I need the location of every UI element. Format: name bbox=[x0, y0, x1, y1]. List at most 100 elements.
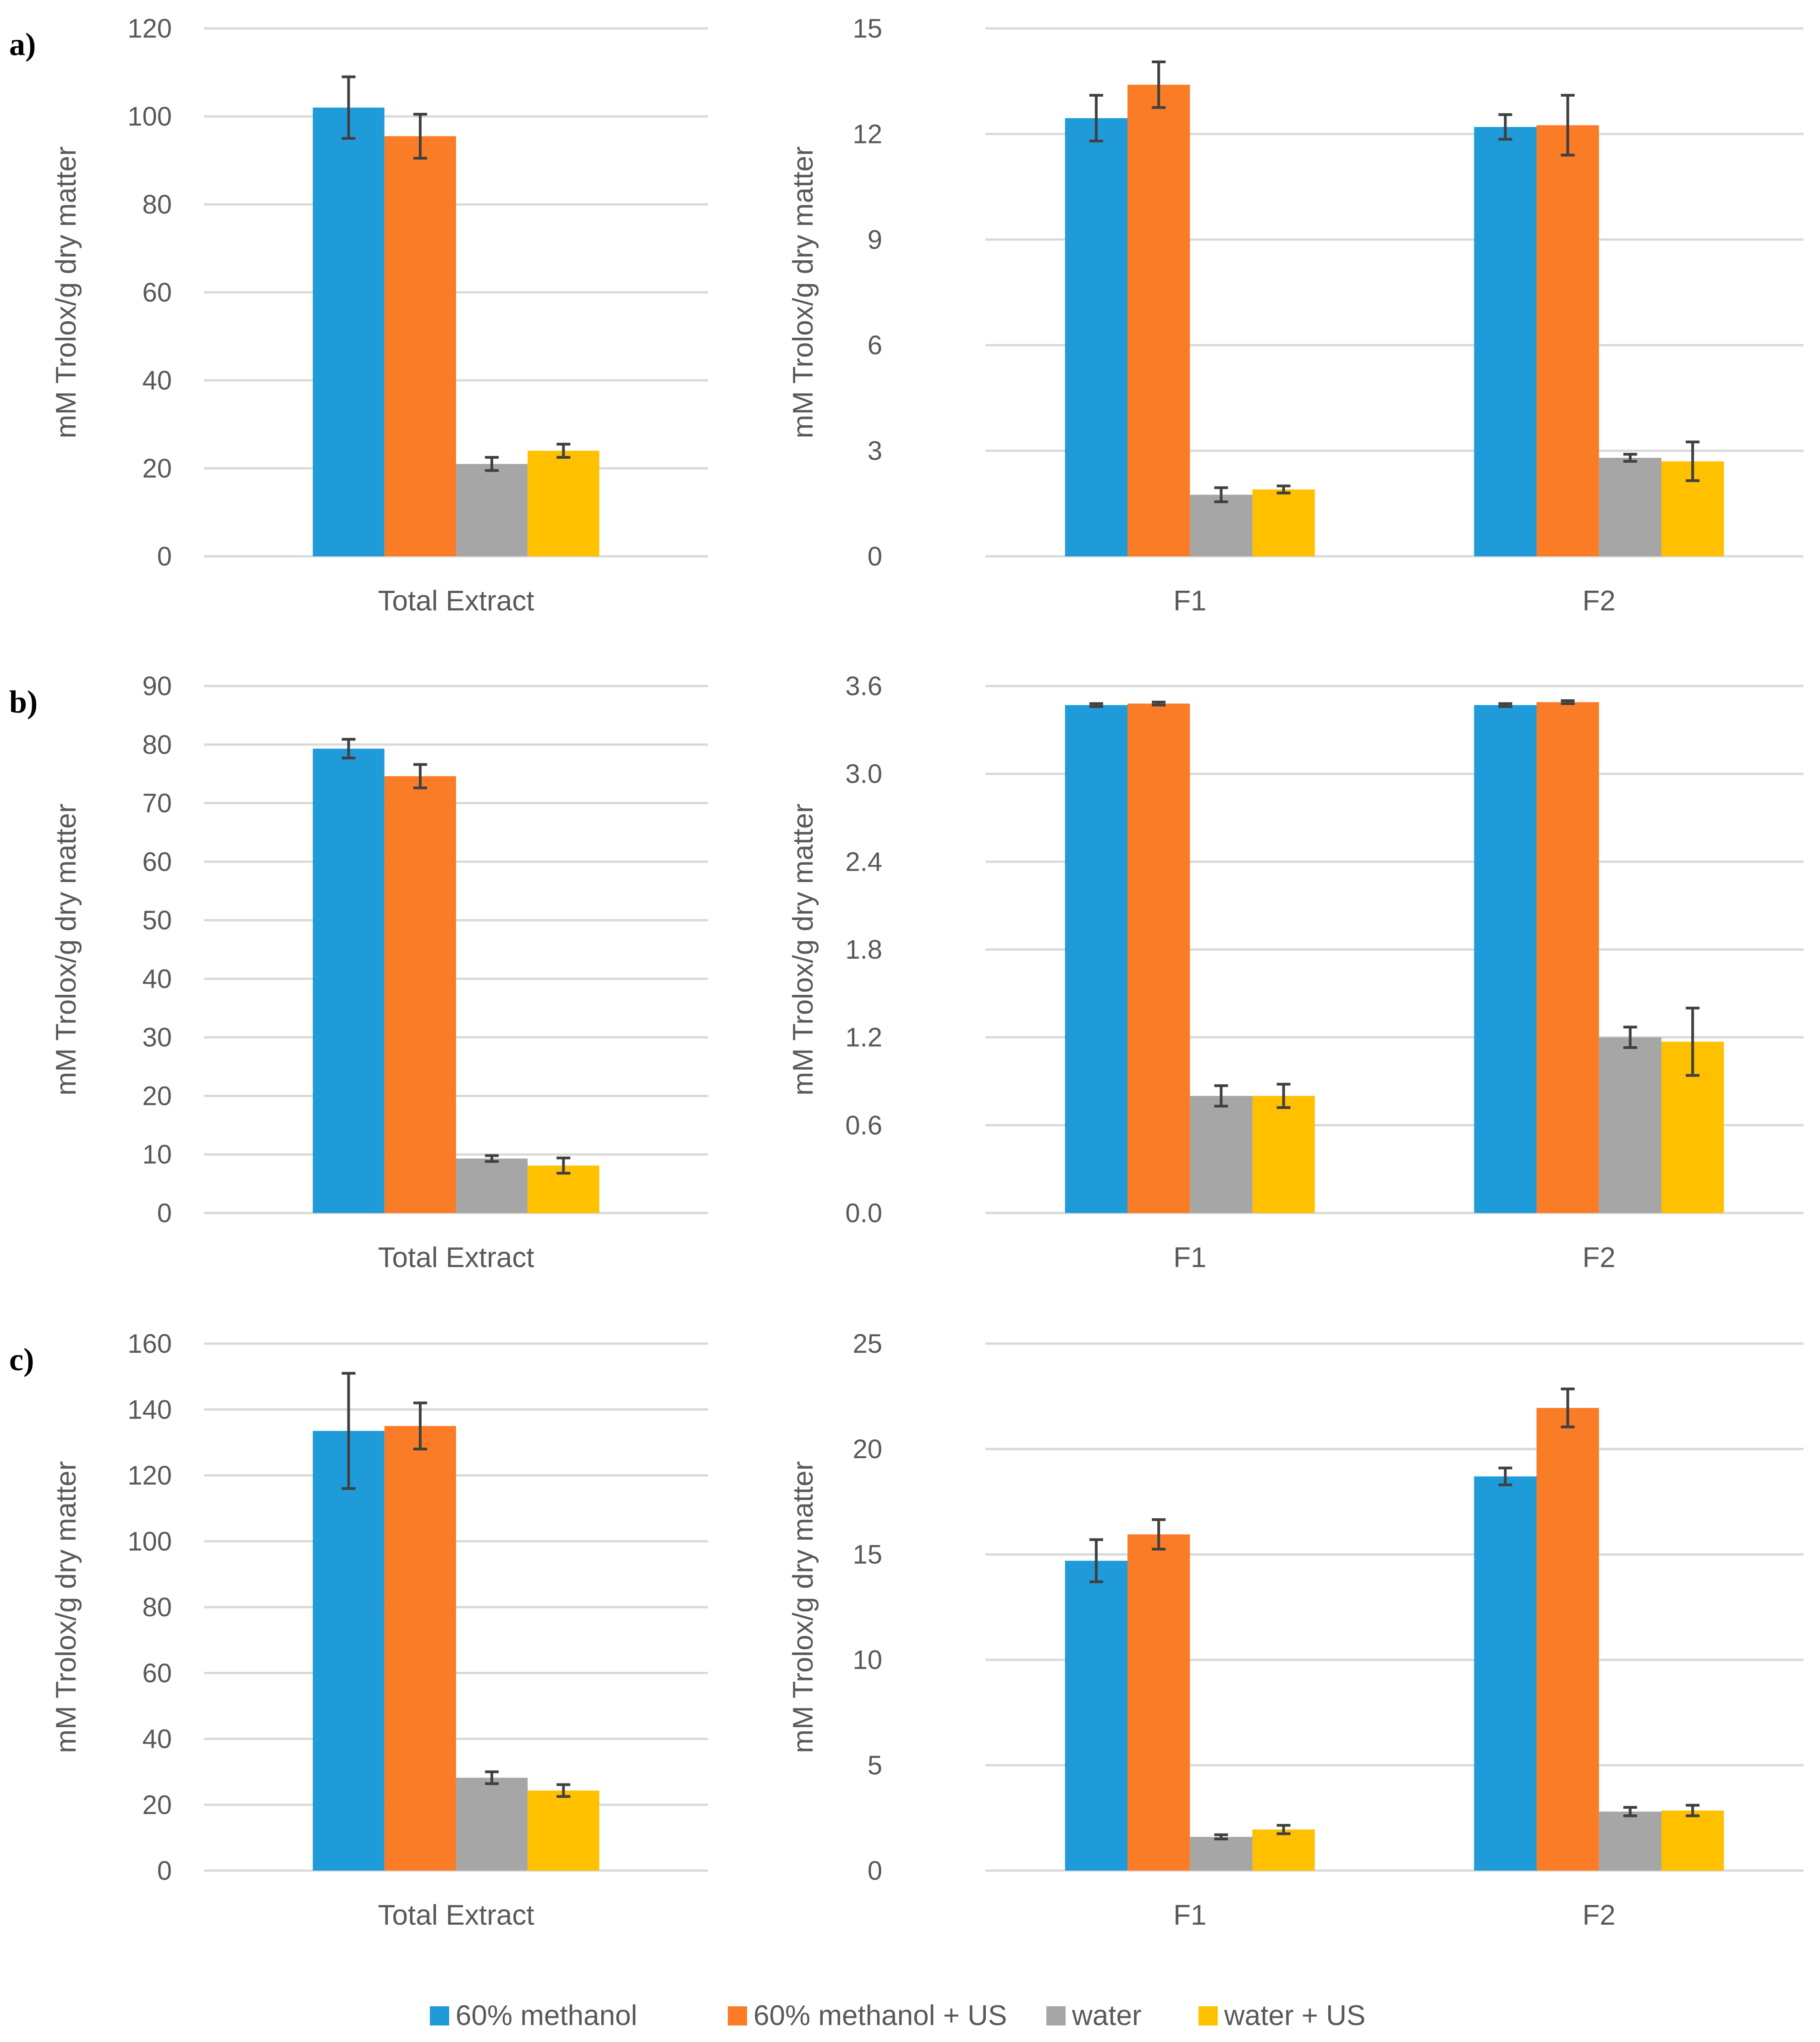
bar-f2-water bbox=[1599, 1037, 1661, 1213]
error-bar bbox=[1214, 1833, 1228, 1840]
bar-f1-water-us bbox=[1252, 1096, 1315, 1213]
y-tick-label: 60 bbox=[142, 847, 172, 877]
y-tick-label: 160 bbox=[127, 1329, 172, 1359]
panel-label: b) bbox=[9, 685, 38, 720]
legend-label: water + US bbox=[1224, 2000, 1365, 2031]
bar-total-extract-water bbox=[456, 1158, 528, 1213]
error-bar bbox=[1623, 453, 1637, 463]
category-label: F1 bbox=[1173, 1899, 1206, 1931]
y-tick-label: 1.2 bbox=[845, 1023, 882, 1053]
bar-f1-60-methanol-us bbox=[1127, 84, 1190, 556]
y-tick-label: 70 bbox=[142, 789, 172, 818]
error-bar bbox=[1089, 702, 1103, 708]
y-tick-label: 60 bbox=[142, 1658, 172, 1688]
bar-f2-60-methanol bbox=[1474, 705, 1537, 1213]
y-tick-label: 20 bbox=[852, 1434, 882, 1464]
y-tick-label: 12 bbox=[852, 119, 882, 149]
y-tick-label: 20 bbox=[142, 454, 172, 483]
legend-item: 60% methanol + US bbox=[728, 2000, 1007, 2031]
panel-label: c) bbox=[9, 1342, 34, 1378]
y-tick-label: 50 bbox=[142, 906, 172, 935]
error-bar bbox=[485, 1154, 499, 1163]
error-bar bbox=[485, 1770, 499, 1785]
error-bar bbox=[413, 763, 427, 790]
y-tick-label: 6 bbox=[868, 330, 882, 360]
bar-f2-60-methanol-us bbox=[1536, 125, 1599, 556]
y-tick-label: 40 bbox=[142, 964, 172, 994]
y-axis-label: mM Trolox/g dry matter bbox=[50, 146, 82, 438]
y-tick-label: 120 bbox=[127, 14, 172, 44]
bar-f1-water-us bbox=[1252, 489, 1315, 556]
y-axis-label: mM Trolox/g dry matter bbox=[787, 803, 819, 1095]
y-tick-label: 80 bbox=[142, 190, 172, 220]
bar-f1-water bbox=[1190, 1096, 1253, 1213]
bar-f1-water-us bbox=[1252, 1829, 1315, 1871]
bar-f2-water-us bbox=[1661, 1810, 1724, 1871]
bar-f2-60-methanol-us bbox=[1536, 1408, 1599, 1871]
error-bar bbox=[413, 113, 427, 160]
y-tick-label: 120 bbox=[127, 1461, 172, 1491]
chart-b-total: 0 10 20 30 40 50 60 70 80 90 mM Trolox/g dry matte… bbox=[9, 671, 708, 1274]
category-label: F1 bbox=[1173, 1242, 1206, 1274]
category-label: Total Extract bbox=[378, 1242, 534, 1274]
bar-f2-60-methanol bbox=[1474, 127, 1537, 556]
y-tick-label: 9 bbox=[868, 225, 882, 255]
bar-f2-60-methanol bbox=[1474, 1476, 1537, 1871]
error-bar bbox=[1686, 1804, 1700, 1817]
error-bar bbox=[556, 443, 571, 459]
category-label: F1 bbox=[1173, 585, 1206, 617]
y-tick-label: 5 bbox=[868, 1751, 882, 1780]
y-tick-label: 10 bbox=[142, 1140, 172, 1169]
error-bar bbox=[1498, 1466, 1512, 1487]
y-axis-label: mM Trolox/g dry matter bbox=[50, 803, 82, 1095]
bar-f2-water bbox=[1599, 457, 1661, 556]
panel-label: a) bbox=[9, 27, 36, 62]
y-tick-label: 100 bbox=[127, 1526, 172, 1556]
error-bar bbox=[1561, 1387, 1575, 1428]
error-bar bbox=[1561, 93, 1575, 157]
y-tick-label: 0.0 bbox=[845, 1198, 882, 1228]
y-tick-label: 90 bbox=[142, 671, 172, 701]
legend-label: 60% methanol + US bbox=[753, 2000, 1007, 2031]
y-tick-label: 0 bbox=[157, 1198, 172, 1228]
error-bar bbox=[1623, 1026, 1637, 1049]
category-label: F2 bbox=[1583, 1899, 1616, 1931]
error-bar bbox=[485, 456, 499, 472]
bar-total-extract-60-methanol-us bbox=[384, 776, 456, 1213]
bar-f1-60-methanol bbox=[1065, 1560, 1127, 1871]
y-tick-label: 3.6 bbox=[845, 671, 882, 701]
bar-total-extract-60-methanol bbox=[313, 107, 385, 557]
y-tick-label: 3 bbox=[868, 436, 882, 466]
bar-f2-60-methanol-us bbox=[1536, 702, 1599, 1213]
error-bar bbox=[413, 1401, 427, 1450]
y-tick-label: 20 bbox=[142, 1790, 172, 1820]
error-bar bbox=[1276, 1824, 1291, 1835]
legend-swatch bbox=[1199, 2006, 1218, 2026]
y-tick-label: 3.0 bbox=[845, 759, 882, 789]
error-bar bbox=[556, 1783, 571, 1798]
bar-f1-60-methanol bbox=[1065, 705, 1127, 1213]
y-tick-label: 0.6 bbox=[845, 1110, 882, 1140]
y-tick-label: 20 bbox=[142, 1081, 172, 1111]
error-bar bbox=[341, 75, 356, 140]
y-tick-label: 2.4 bbox=[845, 847, 882, 877]
y-tick-label: 10 bbox=[852, 1645, 882, 1675]
error-bar bbox=[1089, 93, 1103, 143]
chart-a-fractions: 0 3 6 9 12 15 mM Trolox/g dry matter F1 F2 bbox=[787, 14, 1804, 617]
error-bar bbox=[341, 1372, 356, 1490]
legend-swatch bbox=[728, 2006, 747, 2026]
category-label: Total Extract bbox=[378, 585, 534, 617]
category-label: F2 bbox=[1583, 585, 1616, 617]
bar-f1-water bbox=[1190, 494, 1253, 556]
legend-item: water + US bbox=[1199, 2000, 1365, 2031]
chart-b-fractions: 0.0 0.6 1.2 1.8 2.4 3.0 3.6 mM Trolox/g dry mat… bbox=[787, 671, 1804, 1274]
category-label: F2 bbox=[1583, 1242, 1616, 1274]
error-bar bbox=[1152, 1518, 1166, 1551]
bar-total-extract-water bbox=[456, 1778, 528, 1871]
error-bar bbox=[341, 738, 356, 760]
error-bar bbox=[1089, 1538, 1103, 1583]
y-axis-label: mM Trolox/g dry matter bbox=[787, 1461, 819, 1753]
bar-total-extract-60-methanol-us bbox=[384, 1426, 456, 1871]
y-tick-label: 1.8 bbox=[845, 935, 882, 965]
